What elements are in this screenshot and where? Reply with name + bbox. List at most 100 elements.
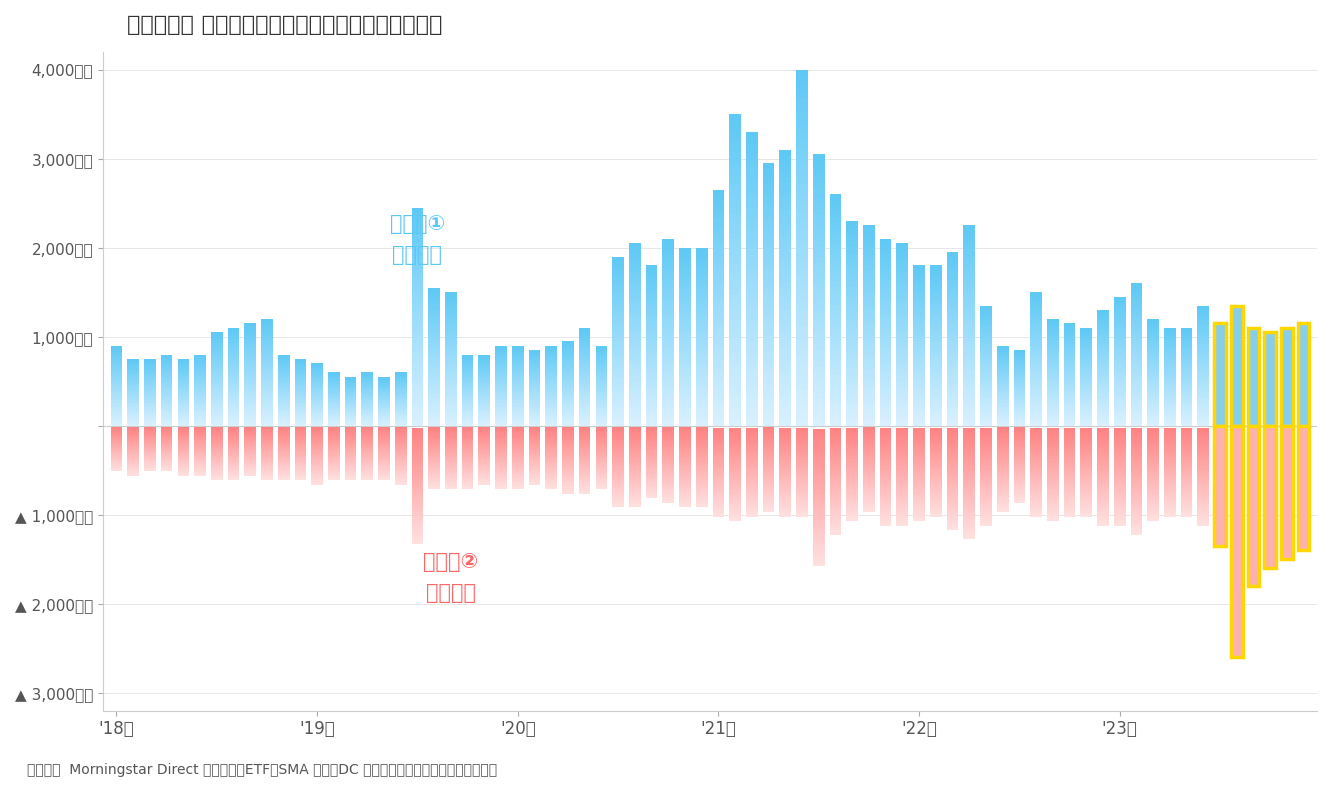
- Bar: [779, 210, 791, 216]
- Bar: [294, 396, 306, 398]
- Bar: [545, 421, 557, 423]
- Bar: [1047, 351, 1059, 353]
- Bar: [1047, 478, 1059, 480]
- Bar: [462, 396, 473, 397]
- Bar: [261, 377, 273, 379]
- Bar: [695, 476, 707, 477]
- Bar: [797, 427, 809, 429]
- Bar: [830, 528, 842, 531]
- Bar: [846, 303, 858, 307]
- Bar: [177, 412, 189, 414]
- Bar: [1098, 506, 1108, 508]
- Bar: [879, 450, 891, 451]
- Bar: [545, 402, 557, 404]
- Bar: [228, 414, 240, 416]
- Bar: [261, 436, 273, 438]
- Bar: [629, 280, 641, 283]
- Bar: [996, 483, 1008, 485]
- Bar: [1047, 450, 1059, 452]
- Bar: [1080, 456, 1092, 458]
- Bar: [478, 381, 490, 383]
- Bar: [980, 455, 992, 457]
- Bar: [496, 382, 507, 384]
- Bar: [261, 441, 273, 442]
- Bar: [695, 427, 707, 429]
- Bar: [261, 393, 273, 396]
- Bar: [111, 458, 123, 460]
- Bar: [947, 452, 958, 454]
- Bar: [177, 408, 189, 410]
- Bar: [713, 490, 725, 492]
- Bar: [111, 447, 123, 448]
- Bar: [930, 495, 942, 497]
- Bar: [779, 348, 791, 354]
- Bar: [1014, 359, 1026, 361]
- Bar: [378, 435, 390, 436]
- Bar: [1114, 496, 1126, 498]
- Bar: [345, 413, 357, 414]
- Bar: [144, 407, 156, 408]
- Bar: [613, 448, 623, 450]
- Bar: [562, 368, 574, 370]
- Bar: [1047, 374, 1059, 377]
- Bar: [595, 393, 607, 395]
- Bar: [294, 436, 306, 438]
- Bar: [695, 362, 707, 366]
- Bar: [1197, 380, 1209, 382]
- Bar: [345, 384, 357, 385]
- Bar: [161, 467, 172, 468]
- Bar: [1147, 514, 1159, 515]
- Bar: [662, 479, 674, 481]
- Bar: [394, 397, 406, 398]
- Bar: [210, 412, 222, 415]
- Bar: [210, 411, 222, 412]
- Bar: [713, 440, 725, 442]
- Bar: [947, 374, 958, 377]
- Bar: [194, 438, 206, 439]
- Bar: [412, 435, 424, 437]
- Bar: [328, 381, 340, 382]
- Bar: [730, 508, 741, 510]
- Bar: [1164, 369, 1176, 371]
- Bar: [294, 389, 306, 391]
- Bar: [963, 523, 975, 526]
- Bar: [830, 464, 842, 466]
- Bar: [1014, 403, 1026, 404]
- Bar: [613, 451, 623, 453]
- Bar: [144, 419, 156, 420]
- Bar: [730, 245, 741, 251]
- Bar: [478, 439, 490, 441]
- Bar: [1147, 347, 1159, 349]
- Bar: [261, 478, 273, 479]
- Bar: [394, 456, 406, 457]
- Bar: [128, 400, 139, 402]
- Bar: [896, 247, 908, 251]
- Bar: [1114, 518, 1126, 519]
- Bar: [846, 320, 858, 324]
- Bar: [629, 324, 641, 328]
- Bar: [879, 502, 891, 504]
- Bar: [1030, 436, 1042, 439]
- Bar: [312, 408, 322, 409]
- Bar: [462, 452, 473, 453]
- Bar: [662, 431, 674, 432]
- Bar: [529, 454, 541, 456]
- Bar: [662, 442, 674, 444]
- Bar: [579, 438, 590, 439]
- Bar: [746, 302, 758, 308]
- Bar: [980, 475, 992, 477]
- Bar: [1014, 416, 1026, 418]
- Bar: [412, 486, 424, 488]
- Bar: [730, 413, 741, 419]
- Bar: [646, 444, 658, 446]
- Bar: [629, 440, 641, 442]
- Bar: [830, 296, 842, 301]
- Bar: [478, 356, 490, 358]
- Bar: [930, 297, 942, 301]
- Bar: [1147, 493, 1159, 495]
- Bar: [879, 477, 891, 479]
- Bar: [312, 431, 322, 433]
- Bar: [278, 460, 289, 461]
- Bar: [312, 421, 322, 422]
- Bar: [914, 333, 924, 336]
